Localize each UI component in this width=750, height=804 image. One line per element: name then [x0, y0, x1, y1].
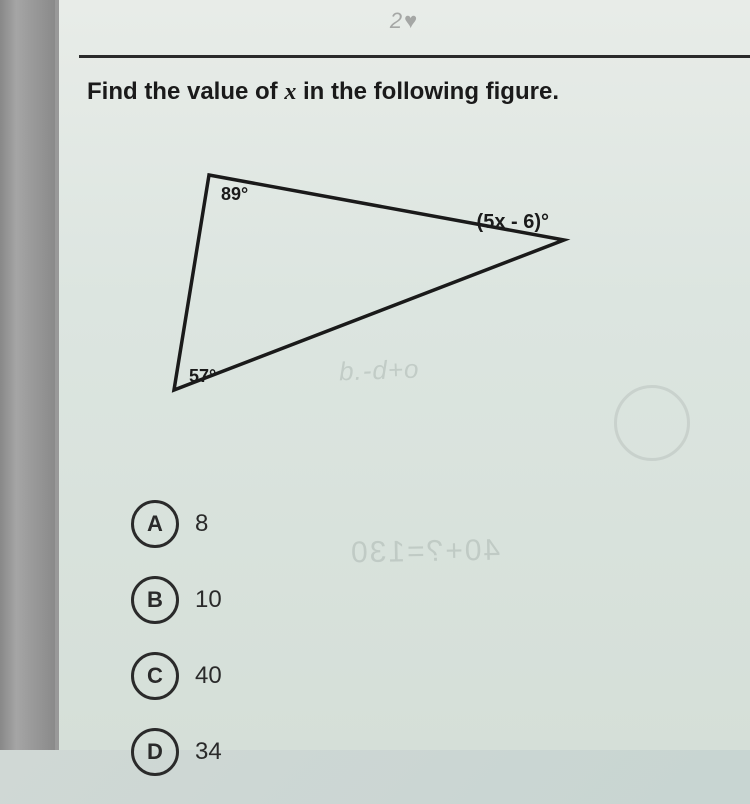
divider-line [79, 55, 750, 58]
svg-text:57°: 57° [189, 366, 216, 386]
page-binding [0, 0, 55, 750]
bleed-through-text-2: 40+?=130 [349, 534, 501, 571]
option-value: 40 [195, 662, 222, 690]
svg-text:89°: 89° [221, 184, 248, 204]
question-prefix: Find the value of [87, 78, 284, 105]
worksheet-page: 2♥ Find the value of x in the following … [55, 0, 750, 750]
option-value: 34 [195, 738, 222, 766]
svg-text:(5x - 6)°: (5x - 6)° [477, 211, 549, 233]
option-b[interactable]: B 10 [131, 576, 222, 624]
option-letter: B [131, 576, 179, 624]
option-letter: C [131, 652, 179, 700]
option-a[interactable]: A 8 [131, 500, 222, 548]
option-value: 8 [195, 510, 208, 538]
bleed-through-mark: 2♥ [390, 8, 419, 34]
option-value: 10 [195, 586, 222, 614]
option-letter: A [131, 500, 179, 548]
question-text: Find the value of x in the following fig… [87, 78, 559, 106]
bleed-through-circle [614, 385, 690, 461]
question-variable: x [284, 79, 296, 105]
answer-options: A 8 B 10 C 40 D 34 [131, 500, 222, 804]
option-letter: D [131, 728, 179, 776]
option-c[interactable]: C 40 [131, 652, 222, 700]
question-suffix: in the following figure. [296, 78, 559, 105]
bleed-through-text: b.-d+o [338, 354, 419, 388]
option-d[interactable]: D 34 [131, 728, 222, 776]
